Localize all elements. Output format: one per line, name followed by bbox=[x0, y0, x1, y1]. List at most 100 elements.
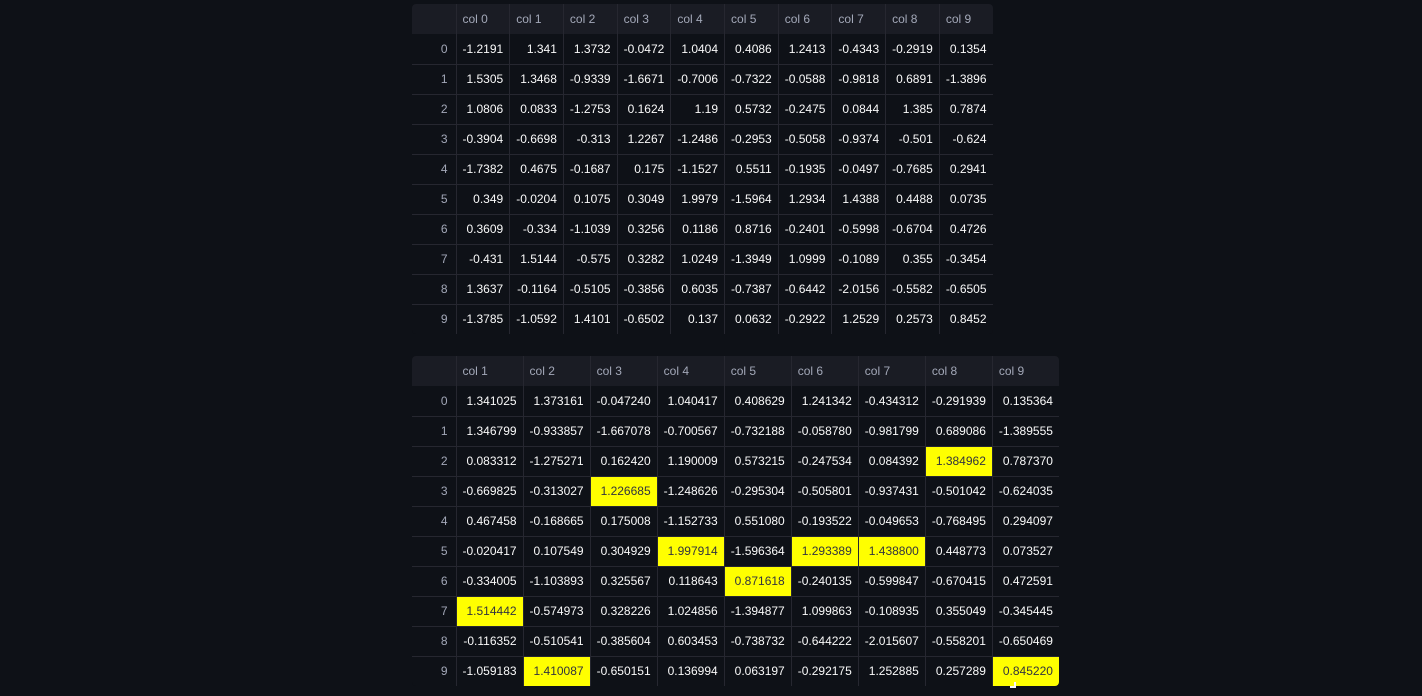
table-cell[interactable]: 0.304929 bbox=[590, 536, 658, 567]
table-cell[interactable]: 0.448773 bbox=[925, 536, 993, 567]
table-cell[interactable]: -0.345445 bbox=[992, 596, 1059, 627]
resize-handle-icon[interactable] bbox=[1010, 682, 1016, 688]
column-header[interactable]: col 8 bbox=[925, 356, 993, 386]
table-cell[interactable]: 0.136994 bbox=[657, 656, 725, 686]
column-header[interactable]: col 4 bbox=[670, 4, 726, 34]
table-cell[interactable]: 0.8716 bbox=[724, 214, 779, 245]
table-cell[interactable]: -0.108935 bbox=[858, 596, 926, 627]
highlighted-cell[interactable]: 1.514442 bbox=[456, 596, 524, 627]
table-cell[interactable]: 0.107549 bbox=[523, 536, 591, 567]
table-cell[interactable]: -1.389555 bbox=[992, 416, 1059, 447]
table-cell[interactable]: 1.3637 bbox=[456, 274, 511, 305]
table-cell[interactable]: -0.193522 bbox=[791, 506, 859, 537]
table-cell[interactable]: -0.334 bbox=[509, 214, 564, 245]
table-cell[interactable]: 0.4675 bbox=[509, 154, 564, 185]
table-cell[interactable]: -0.334005 bbox=[456, 566, 524, 597]
table-cell[interactable]: -0.7685 bbox=[885, 154, 940, 185]
table-cell[interactable]: -0.505801 bbox=[791, 476, 859, 507]
table-cell[interactable]: -1.275271 bbox=[523, 446, 591, 477]
table-cell[interactable]: 1.4388 bbox=[831, 184, 887, 215]
table-cell[interactable]: -0.933857 bbox=[523, 416, 591, 447]
table-cell[interactable]: 1.0404 bbox=[670, 34, 726, 65]
table-cell[interactable]: 0.467458 bbox=[456, 506, 524, 537]
table-cell[interactable]: -0.431 bbox=[456, 244, 511, 275]
column-header[interactable]: col 8 bbox=[885, 4, 940, 34]
table-cell[interactable]: 1.373161 bbox=[523, 386, 591, 417]
table-cell[interactable]: -0.981799 bbox=[858, 416, 926, 447]
table-cell[interactable]: -0.313027 bbox=[523, 476, 591, 507]
table-cell[interactable]: -0.116352 bbox=[456, 626, 524, 657]
table-cell[interactable]: 0.0833 bbox=[509, 94, 564, 125]
highlighted-cell[interactable]: 1.384962 bbox=[925, 446, 993, 477]
column-header[interactable]: col 2 bbox=[563, 4, 618, 34]
table-cell[interactable]: 0.787370 bbox=[992, 446, 1059, 477]
table-cell[interactable]: 0.3282 bbox=[617, 244, 672, 275]
table-cell[interactable]: 0.175008 bbox=[590, 506, 658, 537]
table-cell[interactable]: -0.650469 bbox=[992, 626, 1059, 657]
table-cell[interactable]: -0.0204 bbox=[509, 184, 564, 215]
table-cell[interactable]: -0.1935 bbox=[778, 154, 833, 185]
table-cell[interactable]: 0.083312 bbox=[456, 446, 524, 477]
column-header[interactable]: col 0 bbox=[456, 4, 511, 34]
table-cell[interactable]: 0.573215 bbox=[724, 446, 792, 477]
table-cell[interactable]: -0.558201 bbox=[925, 626, 993, 657]
table-cell[interactable]: -1.3785 bbox=[456, 304, 511, 334]
table-cell[interactable]: 1.5305 bbox=[456, 64, 511, 95]
column-header[interactable]: col 5 bbox=[724, 4, 779, 34]
highlighted-cell[interactable]: 1.997914 bbox=[657, 536, 725, 567]
table-cell[interactable]: -0.5582 bbox=[885, 274, 940, 305]
table-cell[interactable]: 0.355 bbox=[885, 244, 940, 275]
table-cell[interactable]: 0.551080 bbox=[724, 506, 792, 537]
table-cell[interactable]: 1.19 bbox=[670, 94, 726, 125]
table-cell[interactable]: 0.1354 bbox=[939, 34, 993, 65]
table-cell[interactable]: 0.118643 bbox=[657, 566, 725, 597]
table-cell[interactable]: -0.291939 bbox=[925, 386, 993, 417]
table-cell[interactable]: -0.020417 bbox=[456, 536, 524, 567]
table-cell[interactable]: 0.175 bbox=[617, 154, 672, 185]
column-header[interactable]: col 3 bbox=[590, 356, 658, 386]
table-cell[interactable]: -0.5998 bbox=[831, 214, 887, 245]
table-cell[interactable]: -0.295304 bbox=[724, 476, 792, 507]
table-cell[interactable]: -0.434312 bbox=[858, 386, 926, 417]
table-cell[interactable]: -0.2922 bbox=[778, 304, 833, 334]
table-cell[interactable]: 1.241342 bbox=[791, 386, 859, 417]
table-cell[interactable]: -0.3454 bbox=[939, 244, 993, 275]
table-cell[interactable]: -1.152733 bbox=[657, 506, 725, 537]
table-cell[interactable]: -0.5058 bbox=[778, 124, 833, 155]
table-cell[interactable]: 0.4726 bbox=[939, 214, 993, 245]
column-header[interactable]: col 9 bbox=[992, 356, 1059, 386]
table-cell[interactable]: 0.073527 bbox=[992, 536, 1059, 567]
table-cell[interactable]: -2.0156 bbox=[831, 274, 887, 305]
table-cell[interactable]: -1.0592 bbox=[509, 304, 564, 334]
column-header[interactable]: col 9 bbox=[939, 4, 993, 34]
table-cell[interactable]: -1.2191 bbox=[456, 34, 511, 65]
table-cell[interactable]: 0.328226 bbox=[590, 596, 658, 627]
table-cell[interactable]: -0.501042 bbox=[925, 476, 993, 507]
table-cell[interactable]: 0.1186 bbox=[670, 214, 726, 245]
table-cell[interactable]: -0.937431 bbox=[858, 476, 926, 507]
table-cell[interactable]: 0.325567 bbox=[590, 566, 658, 597]
table-cell[interactable]: 0.7874 bbox=[939, 94, 993, 125]
table-cell[interactable]: -0.7387 bbox=[724, 274, 779, 305]
column-header[interactable]: col 3 bbox=[617, 4, 672, 34]
highlighted-cell[interactable]: 1.438800 bbox=[858, 536, 926, 567]
table-cell[interactable]: -0.292175 bbox=[791, 656, 859, 686]
table-cell[interactable]: -0.9339 bbox=[563, 64, 618, 95]
table-cell[interactable]: -0.385604 bbox=[590, 626, 658, 657]
table-cell[interactable]: -0.047240 bbox=[590, 386, 658, 417]
table-cell[interactable]: -0.6505 bbox=[939, 274, 993, 305]
column-header[interactable]: col 4 bbox=[657, 356, 725, 386]
table-cell[interactable]: 0.135364 bbox=[992, 386, 1059, 417]
table-cell[interactable]: 0.084392 bbox=[858, 446, 926, 477]
table-cell[interactable]: 1.0999 bbox=[778, 244, 833, 275]
table-cell[interactable]: 0.137 bbox=[670, 304, 726, 334]
table-cell[interactable]: -0.700567 bbox=[657, 416, 725, 447]
table-cell[interactable]: 1.385 bbox=[885, 94, 940, 125]
column-header[interactable]: col 1 bbox=[456, 356, 524, 386]
table-cell[interactable]: -0.6502 bbox=[617, 304, 672, 334]
table-cell[interactable]: 0.1624 bbox=[617, 94, 672, 125]
table-cell[interactable]: -0.6698 bbox=[509, 124, 564, 155]
table-cell[interactable]: -1.2753 bbox=[563, 94, 618, 125]
highlighted-cell[interactable]: 0.845220 bbox=[992, 656, 1059, 686]
table-cell[interactable]: -1.103893 bbox=[523, 566, 591, 597]
